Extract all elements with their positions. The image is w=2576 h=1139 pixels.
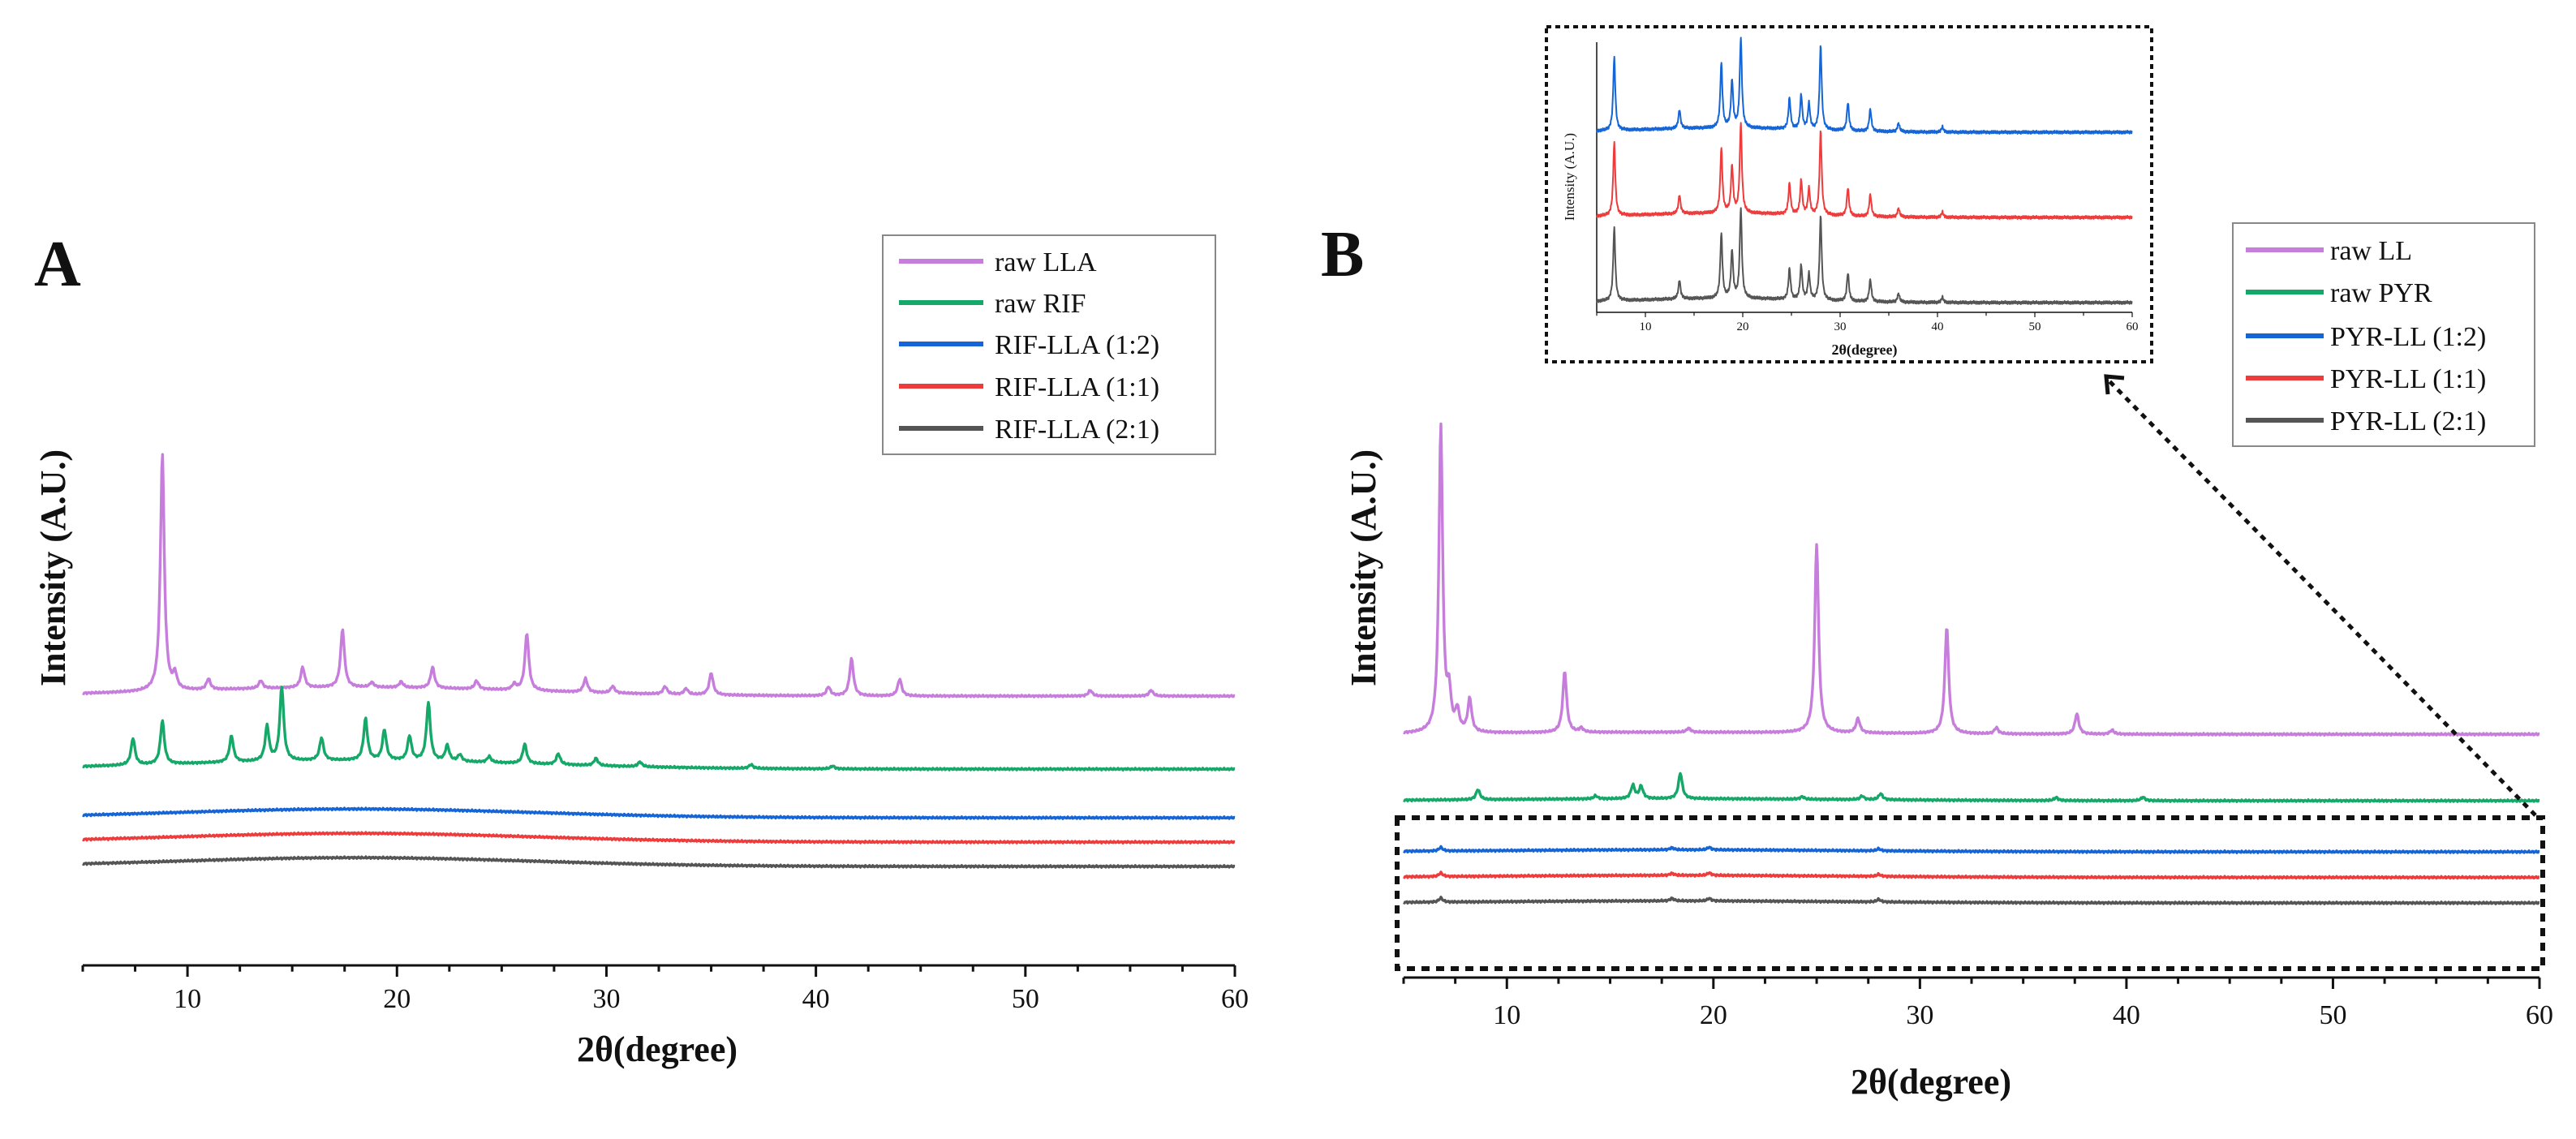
- panel-b-legend-pyr-ll-2-1: PYR-LL (2:1): [2330, 406, 2486, 436]
- panel-b-inset-series: [1596, 37, 2133, 306]
- panel-a-line-rif-lla-1-2: [82, 806, 1236, 820]
- panel-a-tick-label-30: 30: [592, 984, 620, 1014]
- panel-b-legend-pyr-ll-1-1: PYR-LL (1:1): [2330, 364, 2486, 394]
- panel-b-legend-raw-ll: raw LL: [2330, 236, 2412, 266]
- panel-a-series: [82, 453, 1236, 869]
- panel-b-tick-label-50: 50: [2319, 1000, 2346, 1030]
- panel-b-highlight-box: [1395, 815, 2545, 971]
- panel-b-inset-tick-label-20: 20: [1737, 320, 1749, 333]
- panel-b-inset-line-pyr-ll-1-2: [1596, 37, 2133, 135]
- panel-b-tick-label-60: 60: [2526, 1000, 2553, 1030]
- panel-a-tick-label-10: 10: [174, 984, 201, 1014]
- panel-a-line-rif-lla-1-1: [82, 831, 1236, 845]
- panel-b-y-axis-title: Intensity (A.U.): [1344, 449, 1383, 686]
- panel-b-legend-pyr-ll-1-2: PYR-LL (1:2): [2330, 322, 2486, 352]
- panel-a-line-raw-rif: [82, 686, 1236, 772]
- panel-b-line-pyr-ll-1-2: [1403, 845, 2540, 854]
- panel-a-legend-rif-lla-2-1: RIF-LLA (2:1): [995, 415, 1159, 445]
- panel-b-legend: raw LL raw PYR PYR-LL (1:2) PYR-LL (1:1)…: [2232, 222, 2535, 447]
- panel-a-line-raw-lla: [82, 453, 1236, 698]
- panel-a-legend-raw-rif: raw RIF: [995, 289, 1086, 319]
- panel-b-line-pyr-ll-1-1: [1403, 870, 2540, 880]
- panel-b: B 10 20 30 40 50 60 2θ(degree) Intensity (A.U…: [1321, 25, 2553, 1102]
- panel-b-inset-y-axis-title: Intensity (A.U.): [1562, 133, 1577, 221]
- panel-b-inset-line-pyr-ll-1-1: [1596, 122, 2133, 221]
- panel-a-tick-label-20: 20: [383, 984, 411, 1014]
- panel-b-inset: 10 20 30 40 50 60 2θ(degree) Intensity (A.U.): [1545, 25, 2153, 363]
- panel-b-line-raw-pyr: [1403, 772, 2540, 803]
- panel-a-x-ticks: 10 20 30 40 50 60: [81, 965, 1249, 1014]
- panel-a-legend-raw-lla: raw LLA: [995, 247, 1097, 277]
- panel-a-letter: A: [34, 229, 81, 300]
- panel-a-legend-rif-lla-1-2: RIF-LLA (1:2): [995, 330, 1159, 360]
- panel-b-inset-x-axis-title: 2θ(degree): [1831, 342, 1897, 359]
- panel-b-tick-label-30: 30: [1906, 1000, 1933, 1030]
- panel-b-inset-x-ticks: 10 20 30 40 50 60: [1596, 312, 2139, 333]
- panel-a: A 10 20 30 40 50 60 2θ(degree) Intensity (A.U…: [33, 229, 1249, 1069]
- panel-b-letter: B: [1321, 219, 1364, 290]
- panel-b-inset-tick-label-60: 60: [2127, 320, 2139, 333]
- panel-b-tick-label-10: 10: [1493, 1000, 1520, 1030]
- panel-a-legend: raw LLA raw RIF RIF-LLA (1:2) RIF-LLA (1…: [882, 234, 1216, 455]
- panel-a-line-rif-lla-2-1: [82, 855, 1236, 869]
- panel-b-inset-tick-label-10: 10: [1640, 320, 1652, 333]
- panel-b-x-axis-title: 2θ(degree): [1851, 1062, 2011, 1102]
- panel-b-tick-label-40: 40: [2113, 1000, 2140, 1030]
- panel-b-inset-tick-label-40: 40: [1932, 320, 1944, 333]
- panel-b-zoom-arrowhead: [2104, 374, 2125, 395]
- panel-a-x-axis-title: 2θ(degree): [577, 1029, 738, 1069]
- panel-b-line-pyr-ll-2-1: [1403, 896, 2540, 905]
- panel-b-series: [1403, 422, 2540, 905]
- panel-a-legend-rif-lla-1-1: RIF-LLA (1:1): [995, 372, 1159, 402]
- panel-a-tick-label-60: 60: [1221, 984, 1249, 1014]
- panel-b-legend-raw-pyr: raw PYR: [2330, 278, 2432, 308]
- panel-b-inset-tick-label-30: 30: [1834, 320, 1847, 333]
- panel-b-line-raw-ll: [1403, 422, 2540, 737]
- panel-a-tick-label-40: 40: [802, 984, 830, 1014]
- panel-b-inset-tick-label-50: 50: [2029, 320, 2041, 333]
- panel-a-y-axis-title: Intensity (A.U.): [33, 449, 73, 686]
- panel-b-x-ticks: 10 20 30 40 50 60: [1402, 978, 2553, 1030]
- panel-a-tick-label-50: 50: [1012, 984, 1039, 1014]
- panel-b-tick-label-20: 20: [1700, 1000, 1727, 1030]
- panel-b-inset-line-pyr-ll-2-1: [1596, 207, 2133, 306]
